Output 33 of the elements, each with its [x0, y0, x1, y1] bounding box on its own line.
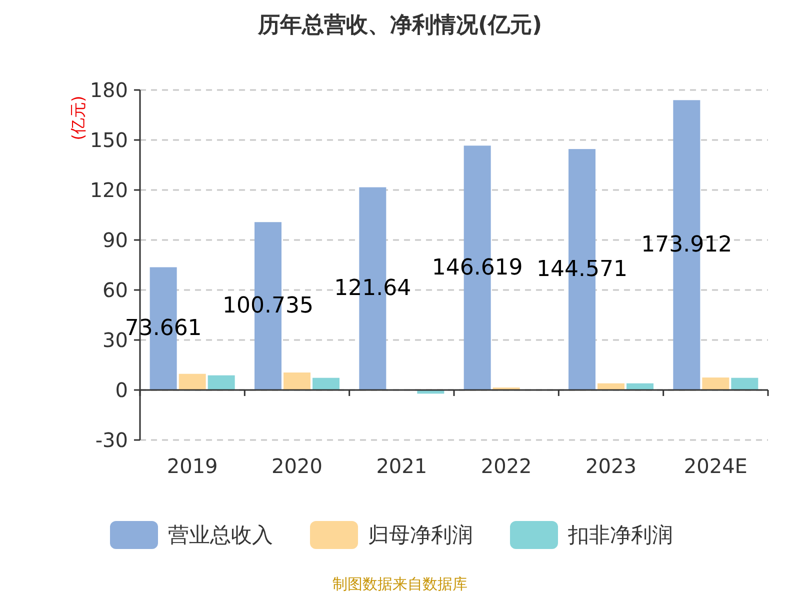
data-label: 173.912	[641, 232, 732, 258]
bar	[312, 378, 340, 390]
bar	[208, 375, 235, 390]
bar	[598, 383, 624, 390]
y-axis-title: (亿元)	[68, 96, 88, 140]
data-label: 121.64	[334, 276, 412, 302]
bar	[178, 374, 206, 390]
data-label: 100.735	[222, 294, 314, 319]
x-tick-label: 2022	[480, 454, 532, 478]
y-tick-label: 150	[90, 128, 128, 152]
x-tick-label: 2020	[272, 454, 322, 478]
text: 制图数据来自数据库	[332, 575, 468, 593]
y-tick-label: 30	[102, 328, 128, 352]
bar	[626, 383, 654, 390]
x-tick-label: 2024E	[684, 454, 748, 478]
x-tick-label: 2019	[166, 454, 218, 478]
y-tick-label: 60	[102, 278, 128, 302]
chart-title: 历年总营收、净利情况(亿元)	[256, 13, 542, 38]
y-tick-label: 120	[90, 178, 128, 202]
bar	[731, 378, 758, 390]
legend-label: 扣非净利润	[567, 523, 673, 547]
y-tick-label: -30	[95, 428, 128, 452]
x-tick-label: 2023	[586, 454, 636, 478]
y-tick-label: 180	[90, 78, 128, 102]
y-tick-label: 90	[102, 228, 128, 252]
x-tick-label: 2021	[376, 454, 428, 478]
bar	[284, 372, 310, 390]
data-label: 144.571	[536, 257, 628, 282]
legend-label: 营业总收入	[168, 523, 273, 547]
bar	[702, 378, 730, 390]
y-tick-label: 0	[115, 378, 128, 402]
data-label: 146.619	[432, 255, 523, 280]
legend-label: 归母净利润	[368, 523, 473, 547]
